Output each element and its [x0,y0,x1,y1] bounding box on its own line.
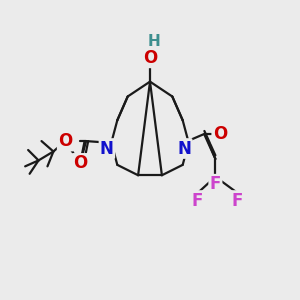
Text: O: O [213,125,227,143]
Text: N: N [177,140,191,158]
Text: O: O [58,132,72,150]
Text: F: F [210,175,221,193]
Text: N: N [100,140,114,158]
Text: F: F [232,191,243,209]
Text: F: F [192,191,203,209]
Text: O: O [143,49,157,67]
Text: O: O [73,154,87,172]
Text: H: H [148,34,161,49]
